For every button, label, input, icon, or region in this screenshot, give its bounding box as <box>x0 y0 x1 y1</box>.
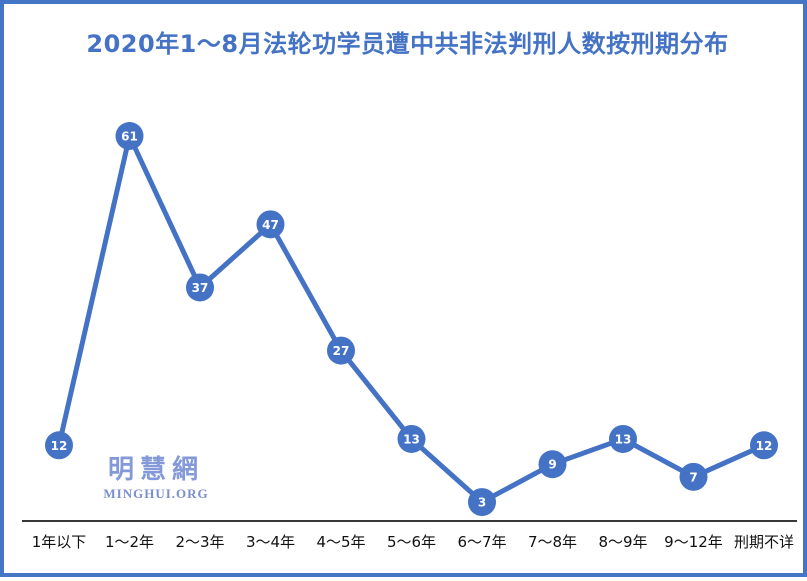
line-chart: 12 1年以下 61 1～2年 37 2～3年 47 3～4年 27 4～5年 13 5～6年 3 6～7… <box>22 122 797 551</box>
x-axis-tick-label: 2～3年 <box>175 533 224 551</box>
data-point-marker <box>468 488 496 517</box>
x-axis-tick-label: 3～4年 <box>246 533 295 551</box>
x-axis-tick-label: 4～5年 <box>316 533 365 551</box>
data-point-marker <box>256 210 285 239</box>
data-point-marker <box>186 273 214 302</box>
data-point-marker <box>397 424 426 453</box>
x-axis-tick-label: 1～2年 <box>105 533 154 551</box>
watermark-cjk-logo: 明慧網 <box>107 455 204 485</box>
data-point-label: 27 <box>333 344 350 358</box>
data-point-label: 12 <box>51 439 68 453</box>
data-point-label: 13 <box>615 432 632 446</box>
data-point-marker <box>327 336 355 365</box>
x-axis-tick-label: 7～8年 <box>528 533 577 551</box>
data-point-label: 7 <box>689 470 697 484</box>
data-point-marker <box>115 122 144 150</box>
data-point-marker <box>750 431 778 460</box>
x-axis-tick-label: 刑期不详 <box>734 533 794 551</box>
data-point-label: 37 <box>192 281 209 295</box>
x-axis-tick-label: 5～6年 <box>387 533 436 551</box>
data-point-label: 9 <box>548 458 556 472</box>
watermark-latin-logo: MINGHUI.ORG <box>103 486 209 501</box>
x-axis-tick-label: 9～12年 <box>664 533 723 551</box>
data-point-marker <box>538 450 567 479</box>
data-point-marker <box>679 462 708 491</box>
data-point-label: 61 <box>121 130 138 144</box>
data-point-label: 3 <box>478 496 486 510</box>
data-point-label: 13 <box>403 432 420 446</box>
x-axis-tick-label: 8～9年 <box>598 533 647 551</box>
x-axis-tick-label: 6～7年 <box>457 533 506 551</box>
data-point-label: 12 <box>756 439 773 453</box>
data-point-label: 47 <box>262 218 279 232</box>
x-axis-tick-label: 1年以下 <box>32 533 87 551</box>
minghui-watermark: 明慧網 MINGHUI.ORG <box>96 457 216 500</box>
data-point-marker <box>45 431 73 460</box>
data-point-marker <box>609 424 637 453</box>
chart-title: 2020年1～8月法轮功学员遭中共非法判刑人数按刑期分布 <box>86 30 729 58</box>
